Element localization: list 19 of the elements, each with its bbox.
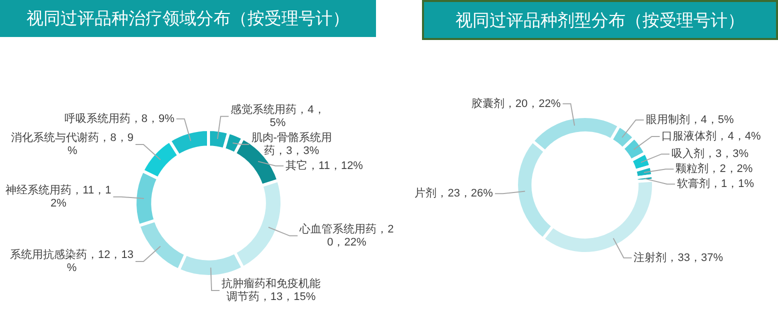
slice-label: 肌肉-骨骼系统用药，3，3% — [251, 130, 332, 157]
slice-label: 口服液体剂，4，4% — [662, 130, 761, 143]
slice-label: 片剂，23，26% — [414, 186, 494, 200]
slice-label: 胶囊剂，20，22% — [471, 96, 561, 110]
slice-label: 软膏剂，1，1% — [677, 177, 754, 190]
slice-label: 系统用抗感染药，12，13% — [10, 248, 134, 274]
slice-label: 注射剂，33，37% — [634, 250, 724, 264]
slice-label: 消化系统与代谢药，8，9% — [11, 130, 134, 157]
chart-title: 视同过评品种剂型分布（按受理号计） — [422, 0, 778, 40]
slice-label: 心血管系统用药，20，22% — [298, 222, 394, 248]
slice-label: 其它，11，12% — [286, 158, 364, 172]
slice-label: 颗粒剂，2，2% — [676, 162, 753, 176]
slice-label: 眼用制剂，4，5% — [646, 113, 734, 126]
slice-label: 吸入剂，3，3% — [671, 147, 749, 160]
slice-label: 神经系统用药，11，12% — [6, 183, 112, 210]
slice-label: 感觉系统用药，4，5% — [230, 102, 325, 129]
slice-label: 呼吸系统用药，8，9% — [64, 112, 175, 125]
slice-label: 抗肿瘤药和免疫机能调节药，13，15% — [222, 276, 321, 303]
chart-title: 视同过评品种治疗领域分布（按受理号计） — [0, 0, 376, 37]
